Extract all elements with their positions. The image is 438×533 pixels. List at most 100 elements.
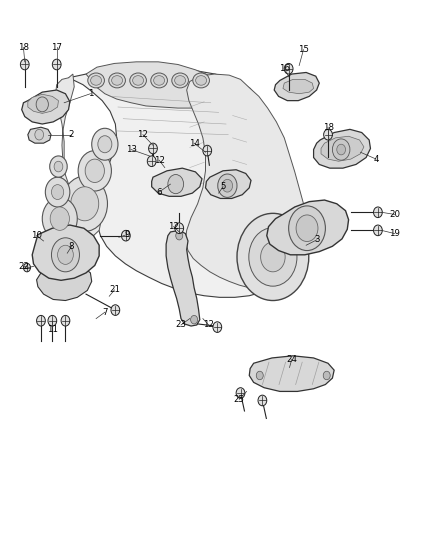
Circle shape bbox=[322, 371, 329, 379]
Ellipse shape bbox=[132, 76, 143, 85]
Circle shape bbox=[202, 146, 211, 156]
Circle shape bbox=[78, 151, 111, 191]
Polygon shape bbox=[185, 74, 307, 288]
Text: 1: 1 bbox=[88, 89, 93, 98]
Circle shape bbox=[288, 206, 325, 251]
Ellipse shape bbox=[195, 76, 206, 85]
Circle shape bbox=[174, 223, 183, 233]
Circle shape bbox=[217, 174, 237, 197]
Text: 19: 19 bbox=[388, 229, 399, 238]
Circle shape bbox=[258, 395, 266, 406]
Text: 23: 23 bbox=[175, 320, 186, 329]
Circle shape bbox=[71, 187, 99, 221]
Ellipse shape bbox=[153, 76, 164, 85]
Circle shape bbox=[111, 305, 120, 316]
Polygon shape bbox=[313, 130, 370, 168]
Text: 16: 16 bbox=[278, 64, 289, 73]
Polygon shape bbox=[32, 225, 99, 280]
Polygon shape bbox=[28, 94, 58, 114]
Circle shape bbox=[36, 97, 48, 112]
Circle shape bbox=[51, 238, 79, 272]
Ellipse shape bbox=[171, 73, 188, 88]
Polygon shape bbox=[28, 127, 51, 143]
Text: 5: 5 bbox=[220, 182, 225, 191]
Text: 9: 9 bbox=[124, 230, 129, 239]
Circle shape bbox=[260, 242, 285, 272]
Circle shape bbox=[373, 225, 381, 236]
Circle shape bbox=[50, 207, 69, 230]
Text: 3: 3 bbox=[313, 236, 319, 245]
Polygon shape bbox=[166, 230, 199, 326]
Circle shape bbox=[45, 177, 70, 207]
Circle shape bbox=[175, 231, 182, 240]
Circle shape bbox=[121, 230, 130, 241]
Polygon shape bbox=[205, 169, 251, 198]
Text: 12: 12 bbox=[203, 320, 214, 329]
Circle shape bbox=[36, 316, 45, 326]
Text: 13: 13 bbox=[125, 145, 136, 154]
Circle shape bbox=[190, 316, 197, 324]
Polygon shape bbox=[274, 72, 318, 101]
Polygon shape bbox=[21, 90, 70, 124]
Circle shape bbox=[49, 156, 67, 177]
Circle shape bbox=[336, 144, 345, 155]
Circle shape bbox=[147, 156, 155, 166]
Text: 15: 15 bbox=[297, 45, 308, 54]
Text: 11: 11 bbox=[47, 325, 58, 334]
Ellipse shape bbox=[111, 76, 122, 85]
Circle shape bbox=[236, 387, 244, 398]
Circle shape bbox=[256, 371, 263, 379]
Circle shape bbox=[222, 179, 232, 192]
Polygon shape bbox=[68, 67, 306, 297]
Polygon shape bbox=[86, 62, 226, 108]
Polygon shape bbox=[249, 356, 333, 391]
Circle shape bbox=[373, 207, 381, 217]
Circle shape bbox=[23, 263, 30, 272]
Ellipse shape bbox=[130, 73, 146, 88]
Circle shape bbox=[35, 130, 43, 140]
Circle shape bbox=[323, 130, 332, 140]
Circle shape bbox=[295, 215, 317, 241]
Text: 17: 17 bbox=[51, 43, 62, 52]
Text: 12: 12 bbox=[153, 156, 164, 165]
Text: 18: 18 bbox=[18, 43, 29, 52]
Text: 21: 21 bbox=[109, 285, 120, 294]
Text: 6: 6 bbox=[156, 188, 162, 197]
Text: 4: 4 bbox=[373, 155, 378, 164]
Circle shape bbox=[148, 143, 157, 154]
Circle shape bbox=[62, 176, 107, 231]
Circle shape bbox=[85, 159, 104, 182]
Polygon shape bbox=[36, 265, 92, 301]
Circle shape bbox=[57, 245, 73, 264]
Ellipse shape bbox=[88, 73, 104, 88]
Ellipse shape bbox=[174, 76, 185, 85]
Text: 18: 18 bbox=[322, 123, 333, 132]
Circle shape bbox=[92, 128, 118, 160]
Text: 7: 7 bbox=[102, 308, 107, 317]
Text: 20: 20 bbox=[388, 210, 399, 219]
Circle shape bbox=[212, 322, 221, 333]
Circle shape bbox=[248, 228, 296, 286]
Text: 25: 25 bbox=[233, 395, 244, 404]
Text: 12: 12 bbox=[137, 130, 148, 139]
Circle shape bbox=[42, 197, 77, 240]
Polygon shape bbox=[283, 79, 313, 94]
Polygon shape bbox=[151, 168, 201, 196]
Text: 14: 14 bbox=[188, 139, 199, 148]
Circle shape bbox=[52, 59, 61, 70]
Circle shape bbox=[98, 136, 112, 153]
Circle shape bbox=[51, 184, 64, 199]
Text: 22: 22 bbox=[18, 262, 29, 271]
Circle shape bbox=[284, 63, 292, 74]
Text: 10: 10 bbox=[31, 231, 42, 240]
Text: 24: 24 bbox=[286, 355, 297, 364]
Ellipse shape bbox=[192, 73, 209, 88]
Circle shape bbox=[20, 59, 29, 70]
Circle shape bbox=[48, 316, 57, 326]
Circle shape bbox=[237, 213, 308, 301]
Text: 2: 2 bbox=[68, 130, 73, 139]
Ellipse shape bbox=[150, 73, 167, 88]
Polygon shape bbox=[52, 74, 100, 244]
Text: 12: 12 bbox=[168, 222, 179, 231]
Polygon shape bbox=[320, 136, 363, 161]
